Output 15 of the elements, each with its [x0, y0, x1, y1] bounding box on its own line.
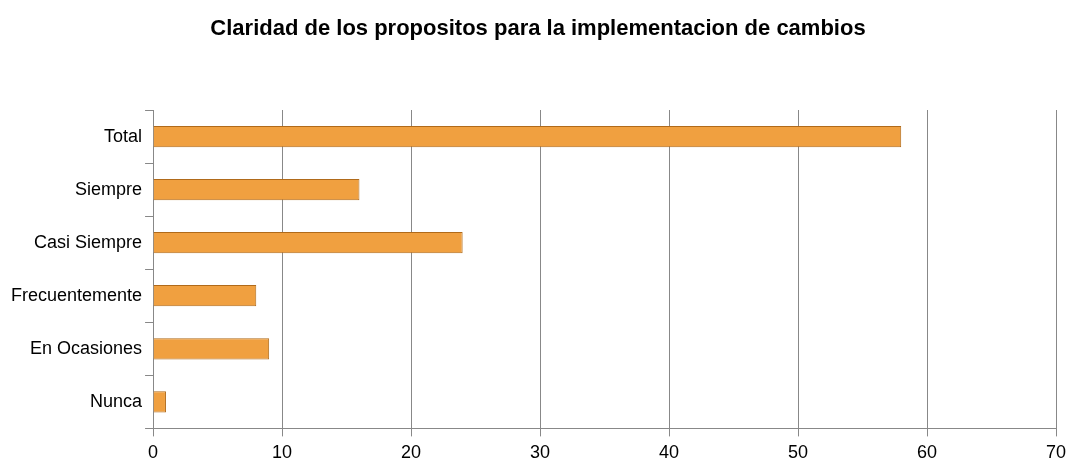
y-tick-label: Siempre — [75, 178, 143, 199]
x-tick-label: 0 — [148, 442, 159, 463]
y-tick-label: Total — [104, 125, 143, 146]
x-tick-label: 50 — [788, 442, 809, 463]
x-tick-label: 60 — [916, 442, 938, 463]
chart-title: Claridad de los propositos para la implementacion de cambios — [209, 14, 867, 42]
x-tick-label: 30 — [530, 442, 551, 463]
x-tick-label: 40 — [659, 442, 680, 463]
y-tick-label: Nunca — [90, 390, 144, 411]
y-tick-label: Frecuentemente — [10, 284, 143, 305]
y-tick-label: Casi Siempre — [34, 231, 143, 252]
x-tick-label: 20 — [401, 442, 422, 463]
y-tick-label: En Ocasiones — [30, 337, 143, 358]
x-tick-label: 70 — [1045, 442, 1067, 463]
x-tick-label: 10 — [272, 442, 293, 463]
